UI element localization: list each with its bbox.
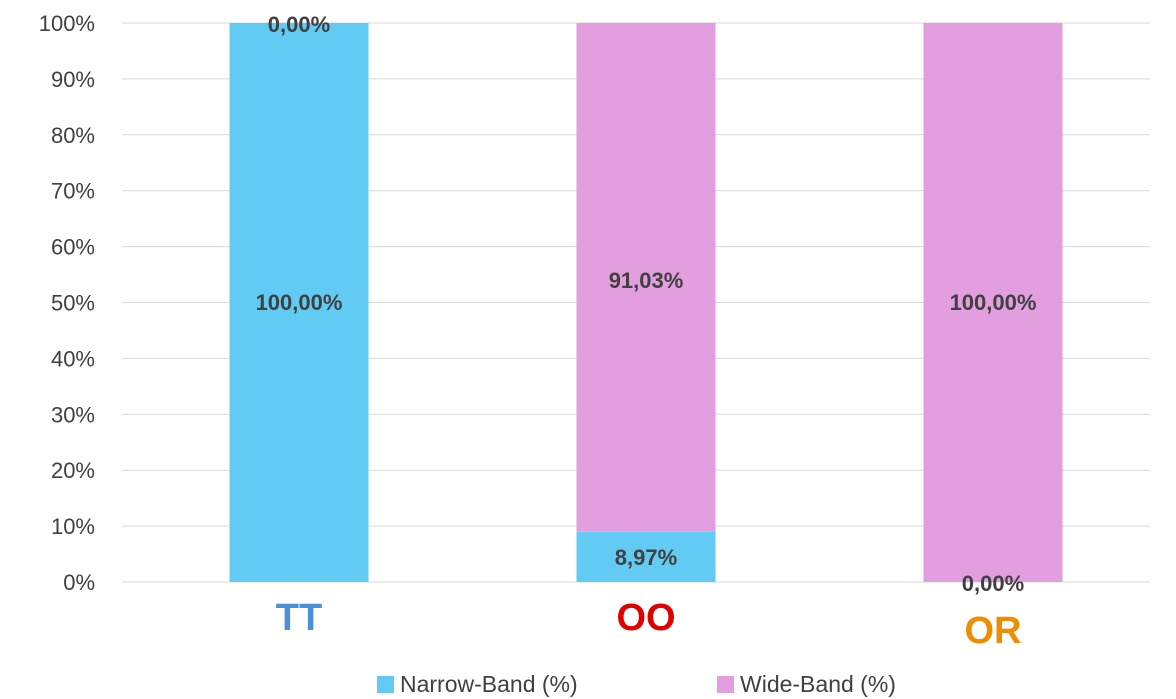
legend-swatch bbox=[717, 676, 734, 693]
legend-item: Narrow-Band (%) bbox=[377, 671, 578, 697]
legend-swatch bbox=[377, 676, 394, 693]
data-label-oo-narrow: 8,97% bbox=[615, 545, 677, 570]
y-axis: 0% 10% 20% 30% 40% 50% 60% 70% 80% 90% 100% bbox=[39, 11, 95, 595]
y-tick-label: 0% bbox=[63, 570, 95, 595]
bars bbox=[229, 23, 1063, 582]
data-label-or-narrow: 0,00% bbox=[962, 571, 1024, 596]
y-tick-label: 60% bbox=[51, 235, 95, 260]
legend-item: Wide-Band (%) bbox=[717, 671, 896, 697]
data-label-oo-wide: 91,03% bbox=[609, 268, 684, 293]
legend: Narrow-Band (%) Wide-Band (%) bbox=[377, 671, 896, 697]
y-tick-label: 50% bbox=[51, 291, 95, 316]
data-label-tt-narrow: 100,00% bbox=[256, 290, 343, 315]
bar-oo-narrow bbox=[576, 531, 716, 582]
y-tick-label: 70% bbox=[51, 179, 95, 204]
y-tick-label: 30% bbox=[51, 402, 95, 427]
data-label-tt-wide: 0,00% bbox=[268, 12, 330, 37]
x-category-label: OR bbox=[965, 610, 1022, 652]
y-tick-label: 10% bbox=[51, 514, 95, 539]
x-category-label: OO bbox=[616, 597, 675, 639]
y-tick-label: 90% bbox=[51, 67, 95, 92]
x-category-label: TT bbox=[276, 597, 322, 639]
y-tick-label: 40% bbox=[51, 346, 95, 371]
bar-tt-narrow bbox=[229, 23, 369, 582]
x-axis: TT OO OR bbox=[276, 597, 1022, 652]
legend-label: Wide-Band (%) bbox=[740, 671, 896, 697]
bar-oo-wide bbox=[576, 23, 716, 532]
y-tick-label: 100% bbox=[39, 11, 95, 36]
data-label-or-wide: 100,00% bbox=[950, 290, 1037, 315]
bar-or-wide bbox=[923, 23, 1063, 582]
legend-label: Narrow-Band (%) bbox=[400, 671, 578, 697]
y-tick-label: 20% bbox=[51, 458, 95, 483]
data-labels: 100,00% 0,00% 8,97% 91,03% 0,00% 100,00% bbox=[256, 12, 1037, 596]
y-tick-label: 80% bbox=[51, 123, 95, 148]
